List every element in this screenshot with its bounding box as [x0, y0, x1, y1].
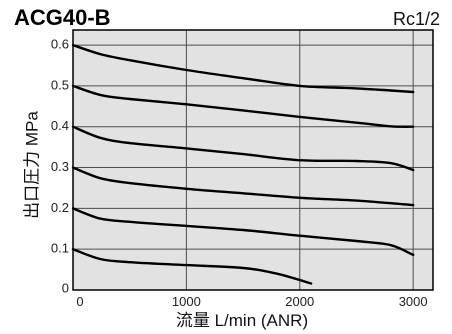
- x-tick-label: 1000: [172, 294, 201, 309]
- y-tick-label: 0.3: [51, 159, 69, 174]
- y-tick-label: 0.2: [51, 200, 69, 215]
- chart-title: ACG40-B: [14, 5, 111, 30]
- series-line-6: [71, 248, 313, 285]
- plot-background: [73, 30, 433, 290]
- series-line-2: [71, 84, 415, 128]
- y-tick-label: 0.6: [51, 37, 69, 52]
- series-line-4: [71, 166, 415, 207]
- grid-lines: [73, 30, 433, 290]
- series-group: [71, 43, 415, 285]
- x-tick-label: 0: [76, 294, 83, 309]
- y-tick-label: 0.1: [51, 241, 69, 256]
- plot-border: [72, 29, 434, 291]
- x-tick-label: 3000: [399, 294, 428, 309]
- y-tick-label: 0.5: [51, 77, 69, 92]
- port-size-label: Rc1/2: [393, 9, 440, 29]
- series-line-5: [71, 207, 415, 257]
- x-tick-label: 2000: [285, 294, 314, 309]
- y-tick-label: 0.4: [51, 118, 69, 133]
- series-line-1: [71, 43, 415, 94]
- y-tick-label: 0: [62, 280, 69, 295]
- x-axis-label: 流量 L/min (ANR): [176, 311, 308, 330]
- series-line-3: [71, 125, 415, 172]
- y-axis-label: 出口圧力 MPa: [22, 111, 41, 219]
- tick-labels: 0 0.1 0.2 0.3 0.4 0.5 0.6 0 1000 2000 3000: [51, 37, 428, 309]
